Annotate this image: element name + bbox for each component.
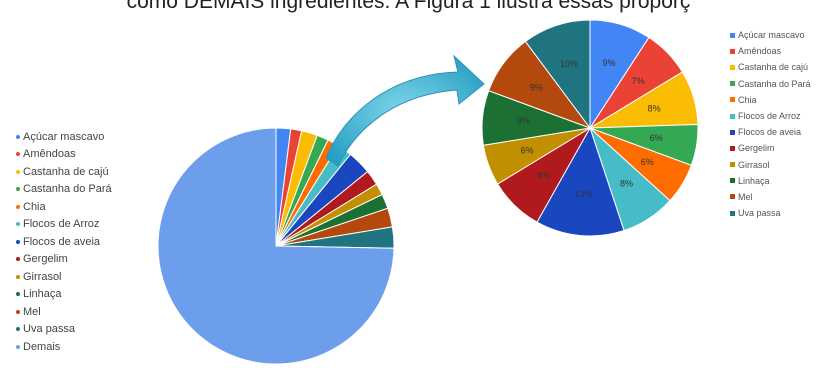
right-legend-item-amendoas: Amêndoas xyxy=(730,43,811,59)
pie2-label-castanha-do-para: 6% xyxy=(650,133,663,143)
pie2-label-chia: 6% xyxy=(641,157,654,167)
left-legend-swatch xyxy=(16,344,20,349)
left-legend-swatch xyxy=(16,292,20,297)
right-legend-swatch xyxy=(730,97,735,103)
right-legend-label: Gergelim xyxy=(738,143,775,154)
right-legend-swatch xyxy=(730,48,735,54)
left-legend-item-castanha-do-para: Castanha do Pará xyxy=(16,181,112,199)
small-pie-chart xyxy=(157,127,395,365)
right-legend-label: Açúcar mascavo xyxy=(738,30,805,41)
pie2-label-flocos-de-arroz: 8% xyxy=(620,178,633,188)
pie2-slice-flocos-de-aveia xyxy=(536,126,625,237)
left-legend-label: Linhaça xyxy=(23,288,62,301)
right-legend-label: Flocos de aveia xyxy=(738,127,802,138)
pie2-label-girrasol: 6% xyxy=(521,146,534,156)
right-legend-label: Linhaça xyxy=(738,175,770,186)
left-legend-swatch xyxy=(16,187,20,192)
right-legend-label: Girrasol xyxy=(738,159,770,170)
right-legend: Açúcar mascavo Amêndoas Castanha de cajú Ca… xyxy=(730,27,811,221)
pie2-label-linhaca: 8% xyxy=(517,116,530,126)
right-legend-label: Flocos de Arroz xyxy=(738,111,801,122)
left-legend-item-castanha-de-caju: Castanha de cajú xyxy=(16,163,112,181)
left-legend-label: Girrasol xyxy=(23,270,62,283)
left-legend-label: Uva passa xyxy=(23,323,75,336)
left-legend-swatch xyxy=(16,134,20,139)
left-legend-label: Amêndoas xyxy=(23,148,76,161)
left-legend-label: Flocos de aveia xyxy=(23,235,101,248)
left-legend-item-acucar-mascavo: Açúcar mascavo xyxy=(16,128,112,146)
right-legend-swatch xyxy=(730,129,735,135)
header-text: como DEMAIS ingredientes. A Figura 1 ilu… xyxy=(126,0,691,13)
right-legend-item-flocos-de-aveia: Flocos de aveia xyxy=(730,124,811,140)
right-legend-swatch xyxy=(730,194,735,200)
left-legend-item-demais: Demais xyxy=(16,338,112,356)
pie2-slice-uva-passa xyxy=(524,19,591,130)
left-legend-label: Chia xyxy=(23,200,46,213)
left-legend-item-chia: Chia xyxy=(16,198,112,216)
left-legend-label: Demais xyxy=(23,340,61,353)
left-legend-item-amendoas: Amêndoas xyxy=(16,146,112,164)
right-legend-swatch xyxy=(730,178,735,184)
zoom-arrow xyxy=(325,54,485,167)
left-legend-swatch xyxy=(16,327,20,332)
right-legend-item-chia: Chia xyxy=(730,92,811,108)
right-legend-item-castanha-do-para: Castanha do Pará xyxy=(730,76,811,92)
left-legend-swatch xyxy=(16,169,20,174)
left-legend-item-girrasol: Girrasol xyxy=(16,268,112,286)
right-legend-item-linhaca: Linhaça xyxy=(730,173,811,189)
left-legend-label: Castanha de cajú xyxy=(23,165,109,178)
left-legend: Açúcar mascavo Amêndoas Castanha de cajú Ca… xyxy=(16,128,112,356)
left-legend-item-flocos-de-aveia: Flocos de aveia xyxy=(16,233,112,251)
pie2-label-gergelim: 8% xyxy=(537,170,550,180)
right-legend-label: Uva passa xyxy=(738,208,781,219)
right-legend-label: Castanha de cajú xyxy=(738,62,809,73)
left-legend-item-gergelim: Gergelim xyxy=(16,251,112,269)
right-legend-swatch xyxy=(730,210,735,216)
right-legend-label: Mel xyxy=(738,191,753,202)
pie2-label-amendoas: 7% xyxy=(632,76,645,86)
left-legend-label: Açúcar mascavo xyxy=(23,130,105,143)
left-legend-swatch xyxy=(16,274,20,279)
left-legend-label: Flocos de Arroz xyxy=(23,218,100,231)
left-legend-label: Gergelim xyxy=(23,253,68,266)
zoom-pie-chart: 9% 7% 8% 6% 6% 8% 13% 8% 6% 8% 9% 10% xyxy=(481,19,699,237)
left-legend-item-flocos-de-arroz: Flocos de Arroz xyxy=(16,216,112,234)
right-legend-label: Chia xyxy=(738,94,757,105)
left-legend-item-linhaca: Linhaça xyxy=(16,286,112,304)
pie2-label-acucar-mascavo: 9% xyxy=(603,58,616,68)
pie2-label-flocos-de-aveia: 13% xyxy=(575,189,593,199)
right-legend-item-castanha-de-caju: Castanha de cajú xyxy=(730,59,811,75)
right-legend-swatch xyxy=(730,64,735,70)
right-legend-swatch xyxy=(730,162,735,168)
right-legend-swatch xyxy=(730,113,735,119)
right-legend-item-girrasol: Girrasol xyxy=(730,157,811,173)
right-legend-item-mel: Mel xyxy=(730,189,811,205)
right-legend-item-acucar-mascavo: Açúcar mascavo xyxy=(730,27,811,43)
right-legend-item-flocos-de-arroz: Flocos de Arroz xyxy=(730,108,811,124)
right-legend-swatch xyxy=(730,32,735,38)
right-legend-label: Amêndoas xyxy=(738,46,782,57)
left-legend-swatch xyxy=(16,257,20,262)
pie1-slice-demais xyxy=(157,127,395,365)
left-legend-label: Mel xyxy=(23,305,41,318)
left-legend-swatch xyxy=(16,309,20,314)
left-legend-swatch xyxy=(16,204,20,209)
left-legend-item-mel: Mel xyxy=(16,303,112,321)
left-legend-swatch xyxy=(16,222,20,227)
right-legend-swatch xyxy=(730,81,735,87)
left-legend-item-uva-passa: Uva passa xyxy=(16,321,112,339)
pie2-label-uva-passa: 10% xyxy=(560,59,578,69)
right-legend-item-uva-passa: Uva passa xyxy=(730,205,811,221)
left-legend-swatch xyxy=(16,152,20,157)
right-legend-label: Castanha do Pará xyxy=(738,78,811,89)
pie2-label-mel: 9% xyxy=(530,82,543,92)
left-legend-swatch xyxy=(16,239,20,244)
right-legend-swatch xyxy=(730,145,735,151)
left-legend-label: Castanha do Pará xyxy=(23,183,112,196)
right-legend-item-gergelim: Gergelim xyxy=(730,140,811,156)
pie2-label-castanha-de-caju: 8% xyxy=(648,103,661,113)
